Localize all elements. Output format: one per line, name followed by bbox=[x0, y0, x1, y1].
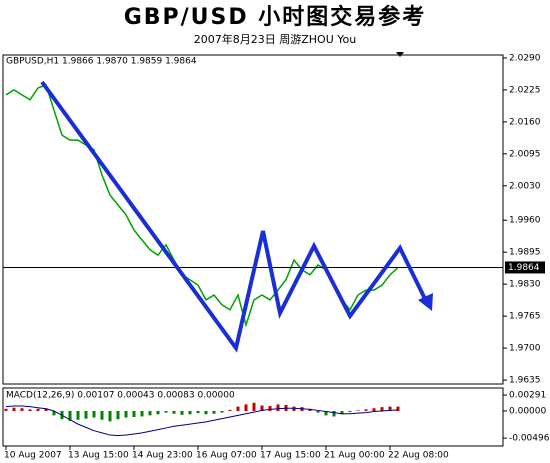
macd-bar bbox=[292, 406, 296, 411]
macd-bar bbox=[332, 410, 336, 417]
macd-bar bbox=[188, 410, 192, 415]
macd-bar bbox=[140, 410, 144, 417]
y-tick-label: 1.9960 bbox=[509, 216, 541, 226]
macd-bar bbox=[372, 408, 376, 411]
macd-bar bbox=[172, 410, 176, 414]
y-tick-label: 2.0030 bbox=[509, 181, 541, 191]
zigzag-annotation bbox=[40, 80, 430, 353]
macd-bar bbox=[28, 409, 32, 411]
y-tick-label: 1.9765 bbox=[509, 312, 541, 322]
macd-panel bbox=[2, 387, 504, 447]
macd-bar bbox=[396, 406, 400, 411]
macd-bar bbox=[44, 408, 48, 411]
y-tick-label: 2.0095 bbox=[509, 149, 541, 159]
macd-bar bbox=[308, 408, 312, 411]
macd-bar bbox=[92, 410, 96, 418]
macd-bar bbox=[116, 410, 120, 420]
y-tick-label: 1.9830 bbox=[509, 280, 541, 290]
macd-bar bbox=[52, 410, 56, 416]
chart-subtitle: 2007年8月23日 周游ZHOU You bbox=[194, 32, 356, 46]
x-tick-label: 13 Aug 15:00 bbox=[68, 451, 129, 461]
y-tick-label: 2.0290 bbox=[509, 53, 541, 63]
macd-bar bbox=[12, 407, 16, 411]
x-tick-label: 16 Aug 07:00 bbox=[196, 451, 257, 461]
macd-bar bbox=[164, 410, 168, 413]
macd-bar bbox=[236, 406, 240, 411]
last-price-box bbox=[505, 261, 545, 274]
macd-bar bbox=[260, 405, 264, 411]
macd-bar bbox=[100, 410, 104, 420]
macd-bar bbox=[340, 410, 344, 415]
y-tick-label: 1.9895 bbox=[509, 248, 541, 258]
macd-bar bbox=[36, 408, 40, 411]
macd-bar bbox=[228, 409, 232, 411]
price-line bbox=[5, 84, 399, 328]
y-tick-label: 0.00291 bbox=[509, 391, 546, 401]
price-label: GBPUSD,H1 1.9866 1.9870 1.9859 1.9864 bbox=[6, 57, 197, 67]
price-panel bbox=[2, 54, 504, 385]
macd-bar bbox=[220, 410, 224, 413]
macd-bar bbox=[268, 406, 272, 411]
y-tick-label: 1.9635 bbox=[509, 376, 541, 386]
macd-bar bbox=[276, 404, 280, 411]
macd-bar bbox=[204, 410, 208, 415]
macd-bar bbox=[76, 410, 80, 420]
y-tick-label: 0.00000 bbox=[509, 406, 546, 416]
x-tick-label: 17 Aug 15:00 bbox=[260, 451, 321, 461]
macd-bar bbox=[364, 409, 368, 411]
x-tick-label: 21 Aug 00:00 bbox=[324, 451, 385, 461]
macd-bar bbox=[4, 408, 8, 411]
signal-line bbox=[5, 405, 399, 437]
macd-bar bbox=[244, 404, 248, 411]
x-tick-label: 10 Aug 2007 bbox=[4, 451, 62, 461]
macd-bar bbox=[68, 410, 72, 421]
macd-bar bbox=[156, 410, 160, 415]
macd-bar bbox=[124, 410, 128, 418]
macd-bar bbox=[180, 410, 184, 415]
macd-label: MACD(12,26,9) 0.00107 0.00043 0.00083 0.… bbox=[6, 391, 235, 401]
last-price-label: 1.9864 bbox=[508, 263, 540, 273]
macd-bar bbox=[84, 410, 88, 419]
y-tick-label: 1.9700 bbox=[509, 344, 541, 354]
shift-marker bbox=[396, 52, 404, 57]
macd-bar bbox=[356, 410, 360, 411]
macd-bar bbox=[196, 410, 200, 414]
x-tick-label: 14 Aug 23:00 bbox=[132, 451, 193, 461]
macd-bar bbox=[108, 410, 112, 422]
x-tick-label: 22 Aug 08:00 bbox=[388, 451, 449, 461]
y-tick-label: 2.0160 bbox=[509, 117, 541, 127]
y-tick-label: -0.00496 bbox=[509, 434, 550, 444]
chart-title: GBP/USD 小时图交易参考 bbox=[124, 4, 427, 30]
macd-bar bbox=[388, 406, 392, 411]
macd-bar bbox=[212, 410, 216, 414]
y-tick-label: 2.0225 bbox=[509, 85, 541, 95]
macd-bar bbox=[380, 407, 384, 411]
macd-bar bbox=[20, 408, 24, 411]
macd-bar bbox=[348, 410, 352, 413]
macd-bar bbox=[252, 402, 256, 411]
arrow-head bbox=[418, 293, 433, 311]
macd-bar bbox=[132, 410, 136, 417]
macd-bar bbox=[148, 410, 152, 416]
macd-bar bbox=[324, 410, 328, 416]
macd-bar bbox=[316, 410, 320, 413]
